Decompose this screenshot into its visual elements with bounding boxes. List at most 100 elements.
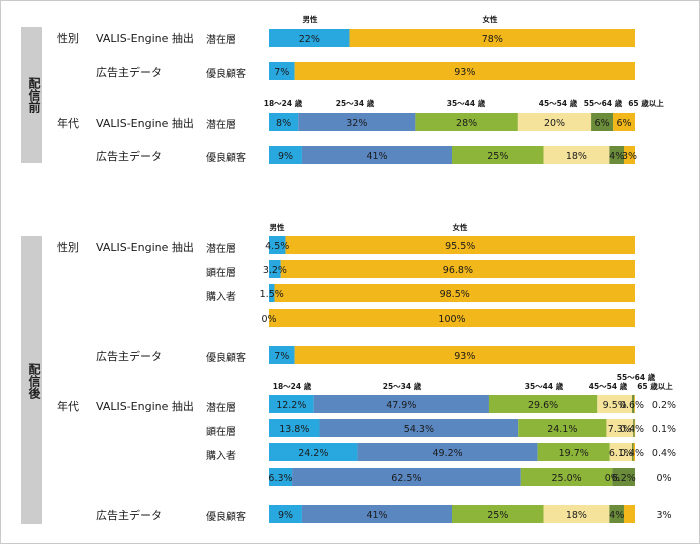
source-label: 広告主データ <box>96 150 162 163</box>
bar-segment <box>613 113 635 131</box>
data-label: 13.8% <box>279 424 309 435</box>
data-label: 18% <box>566 151 587 162</box>
data-label: 47.9% <box>386 400 416 411</box>
legend-label: 45～54 歳 <box>539 98 578 108</box>
bar-segment <box>319 419 519 437</box>
data-label: 6% <box>595 118 610 129</box>
data-label: 0% <box>261 314 276 325</box>
data-label: 0.4% <box>620 424 644 435</box>
bar-segment <box>634 395 635 413</box>
segment-label: 潜在層 <box>206 120 236 131</box>
legend-label: 35～44 歳 <box>525 381 564 391</box>
segment-label: 潜在層 <box>206 244 236 255</box>
data-label: 18% <box>566 510 587 521</box>
bar-segment <box>269 443 358 461</box>
bar-segment <box>301 146 452 164</box>
group-label-age-before: 年代 <box>57 117 79 130</box>
data-label: 24.2% <box>298 448 328 459</box>
segment-label: 優良顧客 <box>206 353 246 364</box>
bar-segment <box>269 236 286 254</box>
data-label: 24.1% <box>547 424 577 435</box>
segment-label: 潜在層 <box>206 403 236 414</box>
bar-segment <box>543 505 610 523</box>
bar-segment <box>280 260 635 278</box>
source-label: 広告主データ <box>96 66 162 79</box>
data-label: 6% <box>616 118 631 129</box>
source-label: VALIS-Engine 抽出 <box>96 241 194 254</box>
bar-segment <box>606 419 634 437</box>
bar-segment <box>269 419 320 437</box>
bar-segment <box>609 505 625 523</box>
source-label: VALIS-Engine 抽出 <box>96 32 194 45</box>
data-label: 12.2% <box>276 400 306 411</box>
bar-segment <box>633 443 635 461</box>
segment-label: 優良顧客 <box>206 69 246 80</box>
bar-segment <box>624 146 635 164</box>
legend-label: 男性 <box>270 222 285 232</box>
bar-segment <box>624 505 635 523</box>
data-label: 96.8% <box>443 265 473 276</box>
bar-segment <box>543 146 610 164</box>
data-label: 1.5% <box>260 289 284 300</box>
bar-segment <box>301 505 452 523</box>
data-label: 93% <box>454 67 475 78</box>
bar-segment <box>634 419 636 437</box>
bar-segment <box>313 395 489 413</box>
segment-label: 購入者 <box>206 451 236 462</box>
bar-segment <box>269 284 275 302</box>
data-label: 41% <box>366 510 387 521</box>
bar-segment <box>452 146 544 164</box>
data-label: 6.2% <box>612 473 636 484</box>
data-label: 3.2% <box>263 265 287 276</box>
legend-label: 女性 <box>453 222 468 232</box>
data-label: 8% <box>276 118 291 129</box>
data-label: 0% <box>605 473 620 484</box>
bar-segment <box>269 505 302 523</box>
data-label: 4% <box>609 510 624 521</box>
legend-label: 35～44 歳 <box>447 98 486 108</box>
data-label: 28% <box>456 118 477 129</box>
data-label: 6.1% <box>609 448 633 459</box>
bar-segment <box>269 260 281 278</box>
segment-label: 優良顧客 <box>206 153 246 164</box>
bar-segment <box>269 468 293 486</box>
group-label-gender-before: 性別 <box>57 32 79 45</box>
data-label: 19.7% <box>559 448 589 459</box>
bar-segment <box>292 468 521 486</box>
legend-label: 女性 <box>483 14 498 24</box>
section-label-before: 配信前 <box>27 77 41 113</box>
bar-segment <box>285 236 635 254</box>
legend-label: 45～54 歳 <box>589 381 628 391</box>
bar-segment <box>591 113 614 131</box>
bar-segment <box>518 419 607 437</box>
bar-segment <box>537 443 610 461</box>
legend-label: 25～34 歳 <box>383 381 422 391</box>
bar-segment <box>415 113 518 131</box>
data-label: 0.1% <box>652 424 676 435</box>
data-label: 4% <box>609 151 624 162</box>
data-label: 32% <box>346 118 367 129</box>
segment-label: 潜在層 <box>206 35 236 46</box>
legend-label: 65 歳以上 <box>628 98 664 108</box>
data-label: 0.4% <box>620 448 644 459</box>
legend-label: 25～34 歳 <box>336 98 375 108</box>
data-label: 41% <box>366 151 387 162</box>
segment-label: 購入者 <box>206 292 236 303</box>
data-label: 62.5% <box>391 473 421 484</box>
group-label-age-after: 年代 <box>57 400 79 413</box>
bar-segment <box>633 419 635 437</box>
segment-label: 顕在層 <box>206 268 236 279</box>
data-label: 3% <box>622 151 637 162</box>
bar-segment <box>269 146 302 164</box>
bar-segment <box>349 29 635 47</box>
bar-segment <box>597 395 633 413</box>
data-label: 49.2% <box>433 448 463 459</box>
legend-label: 55～64 歳 <box>584 98 623 108</box>
data-label: 98.5% <box>440 289 470 300</box>
segment-label: 顕在層 <box>206 427 236 438</box>
data-label: 20% <box>544 118 565 129</box>
data-label: 25.0% <box>552 473 582 484</box>
bar-segment <box>357 443 538 461</box>
bar-segment <box>632 395 635 413</box>
legend-label: 18～24 歳 <box>273 381 312 391</box>
